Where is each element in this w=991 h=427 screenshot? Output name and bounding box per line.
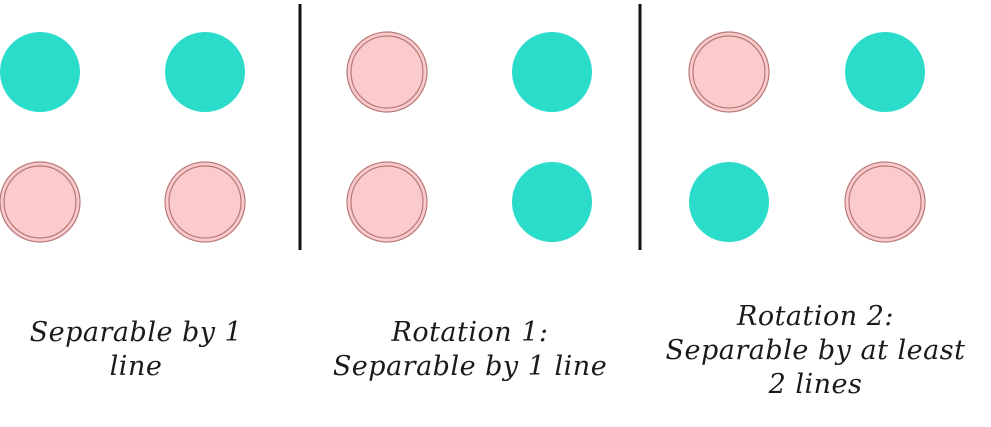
panel-1-dot-r1c1-teal bbox=[0, 32, 80, 112]
panel-3-caption-line-3: 2 lines bbox=[768, 369, 863, 400]
panel-1-caption-line-2: line bbox=[109, 351, 163, 382]
panel-1-caption-line-1: Separable by 1 bbox=[29, 317, 243, 348]
panel-3-dot-r1c1-pink bbox=[688, 31, 770, 113]
panel-3-dot-r2c1-teal bbox=[689, 162, 769, 242]
panel-3-dot-r1c2-teal bbox=[845, 32, 925, 112]
dots-layer bbox=[0, 31, 926, 243]
panel-1-dot-r1c2-teal bbox=[165, 32, 245, 112]
panel-2-caption: Rotation 1: Separable by 1 line bbox=[300, 316, 640, 384]
panel-2-caption-line-1: Rotation 1: bbox=[391, 317, 549, 348]
panel-3-caption-line-1: Rotation 2: bbox=[736, 301, 895, 332]
panel-1-dot-r2c2-pink bbox=[164, 161, 246, 243]
panel-2-dot-r1c1-pink bbox=[346, 31, 428, 113]
panel-2-dot-r2c1-pink bbox=[346, 161, 428, 243]
panel-1-dot-r2c1-pink bbox=[0, 161, 81, 243]
panel-2-dot-r2c2-teal bbox=[512, 162, 592, 242]
panel-2-caption-line-2: Separable by 1 line bbox=[332, 351, 608, 382]
panel-3-dot-r2c2-pink bbox=[844, 161, 926, 243]
panel-2-dot-r1c2-teal bbox=[512, 32, 592, 112]
panel-3-caption: Rotation 2: Separable by at least 2 line… bbox=[640, 300, 991, 402]
panel-3-caption-line-2: Separable by at least bbox=[665, 335, 966, 366]
panel-1-caption: Separable by 1 line bbox=[0, 316, 272, 384]
